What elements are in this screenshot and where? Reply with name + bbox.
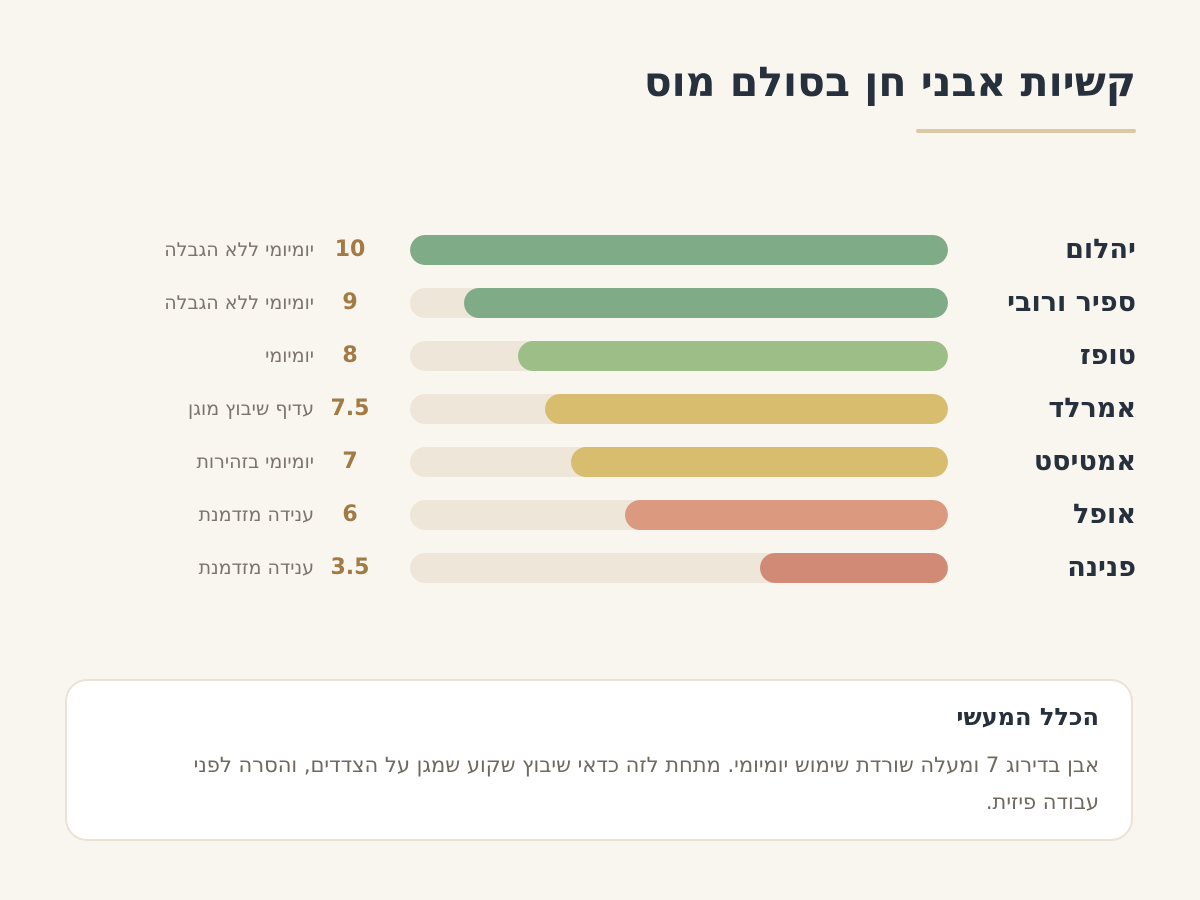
practical-rule-title: הכלל המעשי: [956, 703, 1099, 731]
value-label: 7.5: [330, 396, 370, 421]
category-label: אמרלד: [1048, 393, 1136, 424]
category-label: אמטיסט: [1033, 446, 1136, 477]
value-label: 10: [334, 237, 366, 262]
usage-label: יומיומי: [265, 345, 314, 367]
category-label: טופז: [1079, 340, 1136, 371]
category-label: יהלום: [1065, 234, 1136, 265]
chart-title: קשיות אבני חן בסולם מוס: [643, 58, 1136, 106]
bar: [517, 341, 948, 371]
usage-label: יומיומי ללא הגבלה: [164, 292, 314, 314]
category-label: ספיר ורובי: [1007, 287, 1136, 318]
usage-label: ענידה מזדמנת: [198, 557, 314, 579]
practical-rule-text: אבן בדירוג 7 ומעלה שורדת שימוש יומיומי. …: [193, 753, 1099, 814]
bar-track: [410, 235, 948, 265]
bar-track: [410, 553, 948, 583]
bar: [571, 447, 948, 477]
value-label: 9: [342, 290, 358, 315]
category-label: פנינה: [1067, 552, 1136, 583]
value-label: 6: [342, 502, 358, 527]
value-label: 3.5: [330, 555, 370, 580]
title-underline: [916, 129, 1136, 133]
practical-rule-card: הכלל המעשי אבן בדירוג 7 ומעלה שורדת שימו…: [65, 679, 1133, 841]
bar-track: [410, 288, 948, 318]
usage-label: יומיומי בזהירות: [196, 451, 314, 473]
usage-label: ענידה מזדמנת: [198, 504, 314, 526]
value-label: 7: [342, 449, 358, 474]
category-label: אופל: [1072, 499, 1136, 530]
hardness-bar-chart: יהלום 10 יומיומי ללא הגבלה ספיר ורובי 9 יומיו…: [164, 234, 1136, 583]
bar: [410, 235, 948, 265]
bar-track: [410, 341, 948, 371]
bar-track: [410, 447, 948, 477]
bar-track: [410, 500, 948, 530]
bar-track: [410, 394, 948, 424]
usage-label: יומיומי ללא הגבלה: [164, 239, 314, 261]
bar: [625, 500, 948, 530]
bar: [544, 394, 948, 424]
usage-label: עדיף שיבוץ מוגן: [188, 398, 314, 420]
bar: [463, 288, 948, 318]
bar: [759, 553, 948, 583]
value-label: 8: [342, 343, 358, 368]
